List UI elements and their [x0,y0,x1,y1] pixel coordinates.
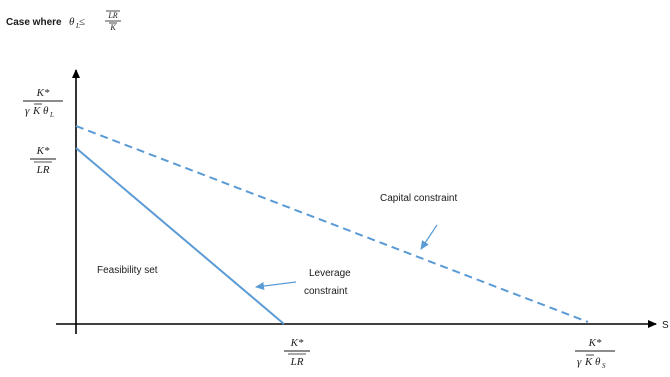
y-top-numerator: K* [36,87,50,99]
svg-text:Leverage: Leverage [309,268,351,279]
x-cap-numerator: K* [588,337,602,349]
svg-text:Case where: Case where [6,17,62,28]
svg-text:L: L [49,111,54,119]
x-cap-gamma: γ [577,356,582,368]
x-label-capital-intercept: K* γ K θ S [575,337,615,370]
svg-text:≤: ≤ [79,16,85,28]
svg-text:K*: K* [588,337,602,349]
svg-text:Capital constraint: Capital constraint [380,193,457,204]
leverage-constraint-label-line2: constraint [304,286,348,297]
title-frac-denominator: K [109,23,116,32]
x-axis-letter: S [662,320,669,331]
leverage-constraint-label-line1: Leverage [309,268,351,279]
svg-text:LR: LR [107,11,117,20]
y-label-leverage-intercept: K* LR [30,145,56,176]
x-label-leverage-intercept: K* LR [284,337,310,368]
svg-text:K*: K* [36,87,50,99]
y-lev-denominator: LR [36,164,50,176]
x-cap-sub: S [602,362,606,370]
svg-text:Feasibility set: Feasibility set [97,265,158,276]
svg-text:LR: LR [36,164,50,176]
svg-text:γ: γ [577,356,582,368]
x-cap-kbar: K [584,356,593,368]
svg-text:S: S [662,320,669,331]
diagram-title: Case where θ L ≤ LR K [6,10,121,32]
feasibility-set-label: Feasibility set [97,265,158,276]
svg-text:K*: K* [36,145,50,157]
svg-text:LR: LR [290,356,304,368]
capital-constraint-label: Capital constraint [380,193,457,204]
leverage-constraint-line [75,147,285,325]
y-label-capital-intercept: K* γ K θ L [23,87,63,119]
svg-text:θ: θ [69,16,75,28]
title-theta: θ [69,16,75,28]
svg-text:θ: θ [43,105,49,117]
svg-text:K: K [109,23,116,32]
x-lev-numerator: K* [290,337,304,349]
svg-text:θ: θ [595,356,601,368]
capital-constraint-line [75,125,589,323]
svg-text:constraint: constraint [304,286,348,297]
x-lev-denominator: LR [290,356,304,368]
svg-text:S: S [602,362,606,370]
svg-text:K: K [584,356,593,368]
svg-text:L: L [75,22,80,30]
title-frac-numerator: LR [107,11,117,20]
title-leq: ≤ [79,16,85,28]
y-top-gamma: γ [25,105,30,117]
y-top-kbar: K [32,105,41,117]
svg-text:K*: K* [290,337,304,349]
title-sub-l: L [75,22,80,30]
capital-constraint-arrow [420,224,438,250]
y-lev-numerator: K* [36,145,50,157]
title-prefix: Case where [6,17,62,28]
svg-text:K: K [32,105,41,117]
x-cap-theta: θ [595,356,601,368]
y-top-theta: θ [43,105,49,117]
svg-text:γ: γ [25,105,30,117]
y-top-sub: L [49,111,54,119]
leverage-constraint-arrow [255,281,297,290]
